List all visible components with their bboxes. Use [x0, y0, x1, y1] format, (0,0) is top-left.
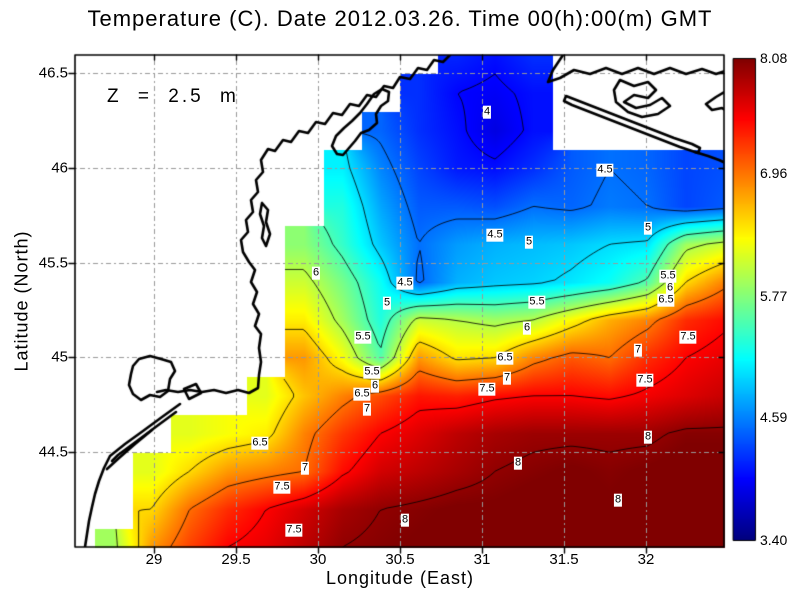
x-axis-label: Longitude (East) [325, 568, 475, 588]
x-tick-label: 31.5 [549, 551, 579, 568]
colorbar-tick-label: 5.77 [760, 287, 788, 304]
contour-label: 7.5 [679, 330, 697, 344]
contour-label: 7.5 [273, 480, 291, 494]
contour-label: 6.5 [657, 293, 675, 307]
contour-label: 8 [643, 430, 653, 444]
contour-label: 8 [400, 513, 410, 527]
contour-label: 5 [382, 296, 392, 310]
contour-label: 4.5 [396, 276, 414, 290]
contour-label: 5.5 [354, 330, 372, 344]
x-tick-label: 30.5 [385, 551, 415, 568]
y-tick-label: 45.5 [38, 254, 68, 272]
colorbar-tick-label: 4.59 [760, 409, 788, 426]
contour-label: 8 [613, 493, 623, 507]
x-tick-label: 30 [309, 551, 327, 568]
x-tick-label: 32 [637, 551, 655, 568]
depth-annotation: Z = 2.5 m [107, 86, 239, 107]
contour-label: 6 [522, 321, 532, 335]
contour-label: 4.5 [596, 163, 614, 177]
x-tick-label: 31 [473, 551, 491, 568]
contour-label: 5 [524, 235, 534, 249]
contour-label: 7 [300, 461, 310, 475]
contour-label: 7 [502, 371, 512, 385]
y-tick-label: 46.5 [38, 64, 68, 82]
contour-label: 6.5 [353, 387, 371, 401]
plot-title: Temperature (C). Date 2012.03.26. Time 0… [87, 6, 713, 31]
x-tick-label: 29 [145, 551, 163, 568]
y-tick-label: 45 [51, 348, 68, 366]
contour-label: 6 [311, 266, 321, 280]
contour-label: 6.5 [496, 351, 514, 365]
contour-label: 5 [643, 221, 653, 235]
contour-label: 5.5 [528, 295, 546, 309]
colorbar-tick-label: 6.96 [760, 165, 788, 182]
contour-label: 8 [513, 456, 523, 470]
contour-label: 6 [665, 281, 675, 295]
y-tick-label: 46 [51, 159, 68, 177]
contour-label: 6 [370, 379, 380, 393]
contour-label: 4 [482, 105, 492, 119]
contour-label: 6.5 [251, 436, 269, 450]
contour-label: 4.5 [486, 228, 504, 242]
contour-label: 7.5 [478, 382, 496, 396]
colorbar-tick-label: 8.08 [760, 50, 788, 66]
colorbar-tick-label: 3.40 [760, 532, 788, 548]
contour-label: 7.5 [636, 373, 654, 387]
contour-label: 7 [362, 402, 372, 416]
contour-label: 5.5 [659, 269, 677, 283]
contour-label: 5.5 [363, 365, 381, 379]
contour-label: 7 [633, 343, 643, 357]
contour-label: 7.5 [285, 523, 303, 537]
y-tick-label: 44.5 [38, 443, 68, 461]
x-tick-label: 29.5 [221, 551, 251, 568]
